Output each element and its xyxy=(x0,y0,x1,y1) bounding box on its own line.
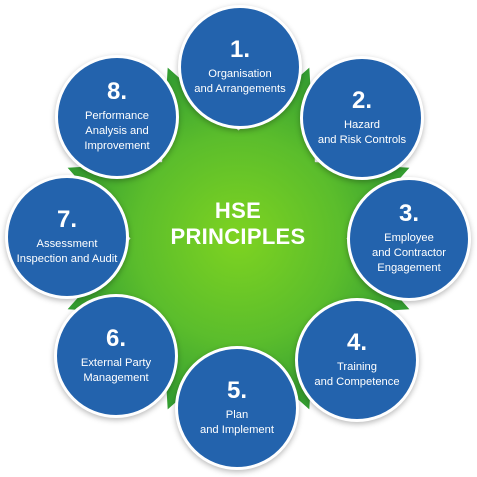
principle-number: 6. xyxy=(105,324,126,352)
principle-node-8: 8. Performance Analysis and Improvement xyxy=(55,55,179,179)
principle-node-4: 4. Training and Competence xyxy=(295,298,419,422)
principle-node-6: 6. External Party Management xyxy=(54,294,178,418)
principle-number: 7. xyxy=(56,205,77,233)
center-title: HSE PRINCIPLES xyxy=(138,198,338,250)
principle-node-7: 7. Assessment Inspection and Audit xyxy=(5,175,129,299)
principle-node-5: 5. Plan and Implement xyxy=(175,346,299,470)
principle-node-3: 3. Employee and Contractor Engagement xyxy=(347,177,471,301)
principle-label-line: Organisation xyxy=(208,67,272,80)
principle-number: 4. xyxy=(346,328,367,356)
principle-label-line: Inspection and Audit xyxy=(16,252,118,265)
principle-node-2: 2. Hazard and Risk Controls xyxy=(300,56,424,180)
principle-number: 2. xyxy=(351,86,372,114)
principle-label-line: Management xyxy=(83,371,149,384)
center-title-line-2: PRINCIPLES xyxy=(170,224,306,249)
center-title-line-1: HSE xyxy=(214,198,262,223)
center-star-shape xyxy=(67,67,410,410)
principle-label-line: Hazard xyxy=(343,118,381,131)
principle-label-line: and Competence xyxy=(314,375,400,388)
principle-label-line: External Party xyxy=(80,356,152,369)
principle-label-line: and Arrangements xyxy=(194,82,286,95)
principle-label-line: Performance xyxy=(84,110,150,122)
principle-label-line: Assessment xyxy=(36,237,98,250)
principle-label-line: Employee xyxy=(384,232,434,244)
principle-label-line: Training xyxy=(336,360,377,373)
principle-label-line: Analysis and xyxy=(85,125,149,137)
principle-label-line: and Risk Controls xyxy=(317,133,407,146)
principle-label-line: and Contractor xyxy=(371,247,446,259)
principle-number: 3. xyxy=(398,200,419,227)
principle-number: 8. xyxy=(106,78,127,105)
principle-number: 1. xyxy=(229,35,250,63)
principle-label-line: Improvement xyxy=(84,140,150,152)
principle-number: 5. xyxy=(226,376,247,404)
principle-label-line: and Implement xyxy=(199,423,274,436)
principle-node-1: 1. Organisation and Arrangements xyxy=(178,5,302,129)
principle-label-line: Plan xyxy=(225,408,249,421)
principle-label-line: Engagement xyxy=(377,262,441,274)
